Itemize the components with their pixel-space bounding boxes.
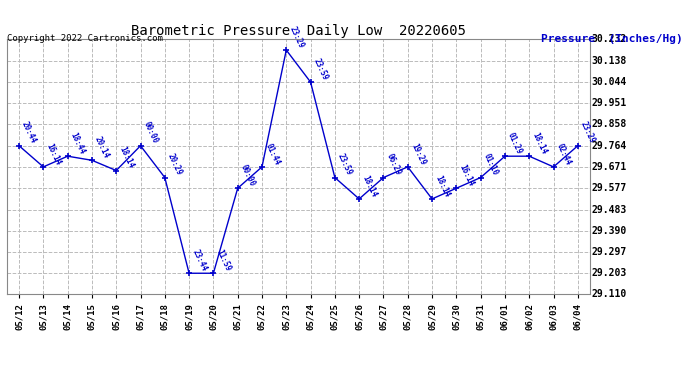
- Text: 29.297: 29.297: [591, 247, 627, 257]
- Text: 16:14: 16:14: [457, 163, 475, 188]
- Text: 18:44: 18:44: [69, 131, 87, 156]
- Text: 29.203: 29.203: [591, 268, 627, 278]
- Title: Barometric Pressure  Daily Low  20220605: Barometric Pressure Daily Low 20220605: [131, 24, 466, 38]
- Text: 06:29: 06:29: [384, 152, 402, 177]
- Text: 30.138: 30.138: [591, 56, 627, 66]
- Text: 29.764: 29.764: [591, 141, 627, 151]
- Text: 01:44: 01:44: [263, 142, 281, 166]
- Text: 29.951: 29.951: [591, 98, 627, 108]
- Text: 29.858: 29.858: [591, 119, 627, 129]
- Text: 11:59: 11:59: [215, 248, 233, 273]
- Text: 18:14: 18:14: [117, 145, 135, 170]
- Text: 00:00: 00:00: [239, 163, 257, 188]
- Text: 16:14: 16:14: [45, 142, 63, 166]
- Text: 29.110: 29.110: [591, 290, 627, 299]
- Text: 19:29: 19:29: [409, 142, 427, 166]
- Text: 02:44: 02:44: [555, 142, 573, 166]
- Text: 23:59: 23:59: [312, 57, 330, 82]
- Text: 23:59: 23:59: [336, 152, 354, 177]
- Text: 23:44: 23:44: [190, 248, 208, 273]
- Text: Pressure  (Inches/Hg): Pressure (Inches/Hg): [542, 34, 683, 44]
- Text: 29.577: 29.577: [591, 183, 627, 193]
- Text: 20:14: 20:14: [93, 135, 111, 160]
- Text: 01:29: 01:29: [506, 131, 524, 156]
- Text: 30.044: 30.044: [591, 77, 627, 87]
- Text: 29.671: 29.671: [591, 162, 627, 172]
- Text: 20:44: 20:44: [20, 120, 38, 145]
- Text: 23:29: 23:29: [288, 25, 306, 50]
- Text: 18:14: 18:14: [360, 174, 378, 198]
- Text: 18:14: 18:14: [433, 174, 451, 198]
- Text: Copyright 2022 Cartronics.com: Copyright 2022 Cartronics.com: [7, 34, 163, 43]
- Text: 00:00: 00:00: [141, 120, 159, 145]
- Text: 18:14: 18:14: [531, 131, 549, 156]
- Text: 30.232: 30.232: [591, 34, 627, 44]
- Text: 23:29: 23:29: [579, 120, 597, 145]
- Text: 20:29: 20:29: [166, 152, 184, 177]
- Text: 29.483: 29.483: [591, 205, 627, 214]
- Text: 01:10: 01:10: [482, 152, 500, 177]
- Text: 29.390: 29.390: [591, 226, 627, 236]
